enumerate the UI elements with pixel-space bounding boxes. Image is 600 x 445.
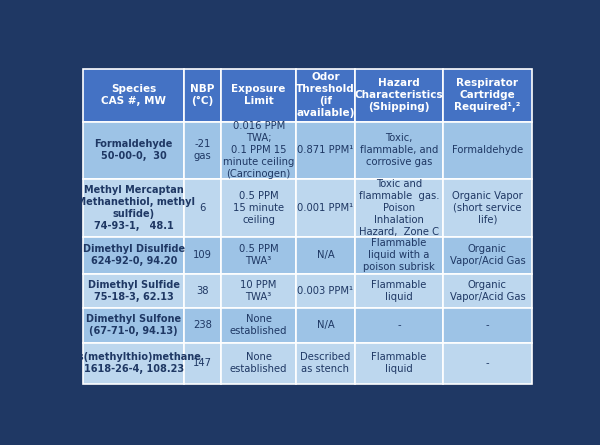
Bar [221, 308, 296, 343]
Text: Toxic and
flammable  gas.
Poison
Inhalation
Hazard,  Zone C: Toxic and flammable gas. Poison Inhalati… [359, 179, 439, 237]
Text: Species
CAS #, MW: Species CAS #, MW [101, 84, 166, 106]
Bar [221, 122, 296, 179]
Bar [83, 343, 184, 384]
Text: 238: 238 [193, 320, 212, 331]
Text: Methyl Mercaptan
(Methanethiol, methyl
sulfide)
74-93-1,   48.1: Methyl Mercaptan (Methanethiol, methyl s… [72, 185, 195, 231]
Bar [296, 343, 355, 384]
Bar [355, 308, 443, 343]
Bar [296, 308, 355, 343]
Bar [355, 69, 443, 122]
Bar [296, 237, 355, 274]
Bar [355, 274, 443, 308]
Bar [443, 237, 532, 274]
Bar [184, 343, 221, 384]
Text: 0.871 PPM¹: 0.871 PPM¹ [298, 146, 353, 155]
Bar [184, 308, 221, 343]
Bar [443, 122, 532, 179]
Text: 0.003 PPM¹: 0.003 PPM¹ [298, 286, 353, 296]
Text: 6: 6 [199, 203, 206, 213]
Text: NBP
(°C): NBP (°C) [190, 84, 215, 106]
Text: Organic
Vapor/Acid Gas: Organic Vapor/Acid Gas [449, 244, 526, 267]
Text: 0.5 PPM
TWA³: 0.5 PPM TWA³ [239, 244, 278, 267]
Bar [296, 69, 355, 122]
Text: None
established: None established [230, 352, 287, 374]
Bar [443, 308, 532, 343]
Bar [83, 122, 184, 179]
Bar [443, 179, 532, 237]
Text: 0.001 PPM¹: 0.001 PPM¹ [298, 203, 353, 213]
Bar [221, 343, 296, 384]
Text: Exposure
Limit: Exposure Limit [232, 84, 286, 106]
Bar [443, 274, 532, 308]
Bar [355, 237, 443, 274]
Text: -: - [397, 320, 401, 331]
Bar [355, 122, 443, 179]
Text: Flammable
liquid: Flammable liquid [371, 280, 427, 302]
Text: 10 PPM
TWA³: 10 PPM TWA³ [241, 280, 277, 302]
Bar [83, 237, 184, 274]
Text: 0.016 PPM
TWA;
0.1 PPM 15
minute ceiling
(Carcinogen): 0.016 PPM TWA; 0.1 PPM 15 minute ceiling… [223, 121, 295, 179]
Bar [443, 69, 532, 122]
Text: Bis(methylthio)methane
1618-26-4, 108.23: Bis(methylthio)methane 1618-26-4, 108.23 [67, 352, 201, 374]
Text: Toxic,
flammable, and
corrosive gas: Toxic, flammable, and corrosive gas [360, 134, 438, 167]
Text: Respirator
Cartridge
Required¹,²: Respirator Cartridge Required¹,² [454, 78, 521, 112]
Text: Hazard
Characteristics
(Shipping): Hazard Characteristics (Shipping) [355, 78, 443, 112]
Bar [355, 179, 443, 237]
Text: 38: 38 [196, 286, 209, 296]
Text: -21
gas: -21 gas [194, 139, 211, 162]
Bar [184, 179, 221, 237]
Text: Dimethyl Sulfide
75-18-3, 62.13: Dimethyl Sulfide 75-18-3, 62.13 [88, 280, 180, 302]
Text: N/A: N/A [317, 320, 334, 331]
Text: Dimethyl Sulfone
(67-71-0, 94.13): Dimethyl Sulfone (67-71-0, 94.13) [86, 315, 181, 336]
Text: 147: 147 [193, 358, 212, 368]
Text: 109: 109 [193, 251, 212, 260]
Bar [83, 274, 184, 308]
Text: N/A: N/A [317, 251, 334, 260]
Bar [221, 179, 296, 237]
Text: -: - [485, 320, 489, 331]
Bar [355, 343, 443, 384]
Bar [296, 179, 355, 237]
Bar [83, 308, 184, 343]
Bar [296, 122, 355, 179]
Bar [443, 343, 532, 384]
Text: None
established: None established [230, 315, 287, 336]
Bar [296, 274, 355, 308]
Bar [83, 69, 184, 122]
Bar [221, 69, 296, 122]
Text: Odor
Threshold
(if
available): Odor Threshold (if available) [296, 72, 355, 118]
Bar [184, 69, 221, 122]
Bar [221, 237, 296, 274]
Bar [83, 179, 184, 237]
Text: 0.5 PPM
15 minute
ceiling: 0.5 PPM 15 minute ceiling [233, 191, 284, 225]
Bar [221, 274, 296, 308]
Text: Described
as stench: Described as stench [300, 352, 350, 374]
Text: Organic Vapor
(short service
life): Organic Vapor (short service life) [452, 191, 523, 225]
Text: Organic
Vapor/Acid Gas: Organic Vapor/Acid Gas [449, 280, 526, 302]
Bar [184, 237, 221, 274]
Text: Flammable
liquid: Flammable liquid [371, 352, 427, 374]
Text: Formaldehyde: Formaldehyde [452, 146, 523, 155]
Bar [184, 274, 221, 308]
Text: -: - [485, 358, 489, 368]
Text: Formaldehyde
50-00-0,  30: Formaldehyde 50-00-0, 30 [95, 139, 173, 162]
Text: Dimethyl Disulfide
624-92-0, 94.20: Dimethyl Disulfide 624-92-0, 94.20 [83, 244, 185, 267]
Text: Flammable
liquid with a
poison subrisk: Flammable liquid with a poison subrisk [363, 239, 435, 272]
Bar [184, 122, 221, 179]
